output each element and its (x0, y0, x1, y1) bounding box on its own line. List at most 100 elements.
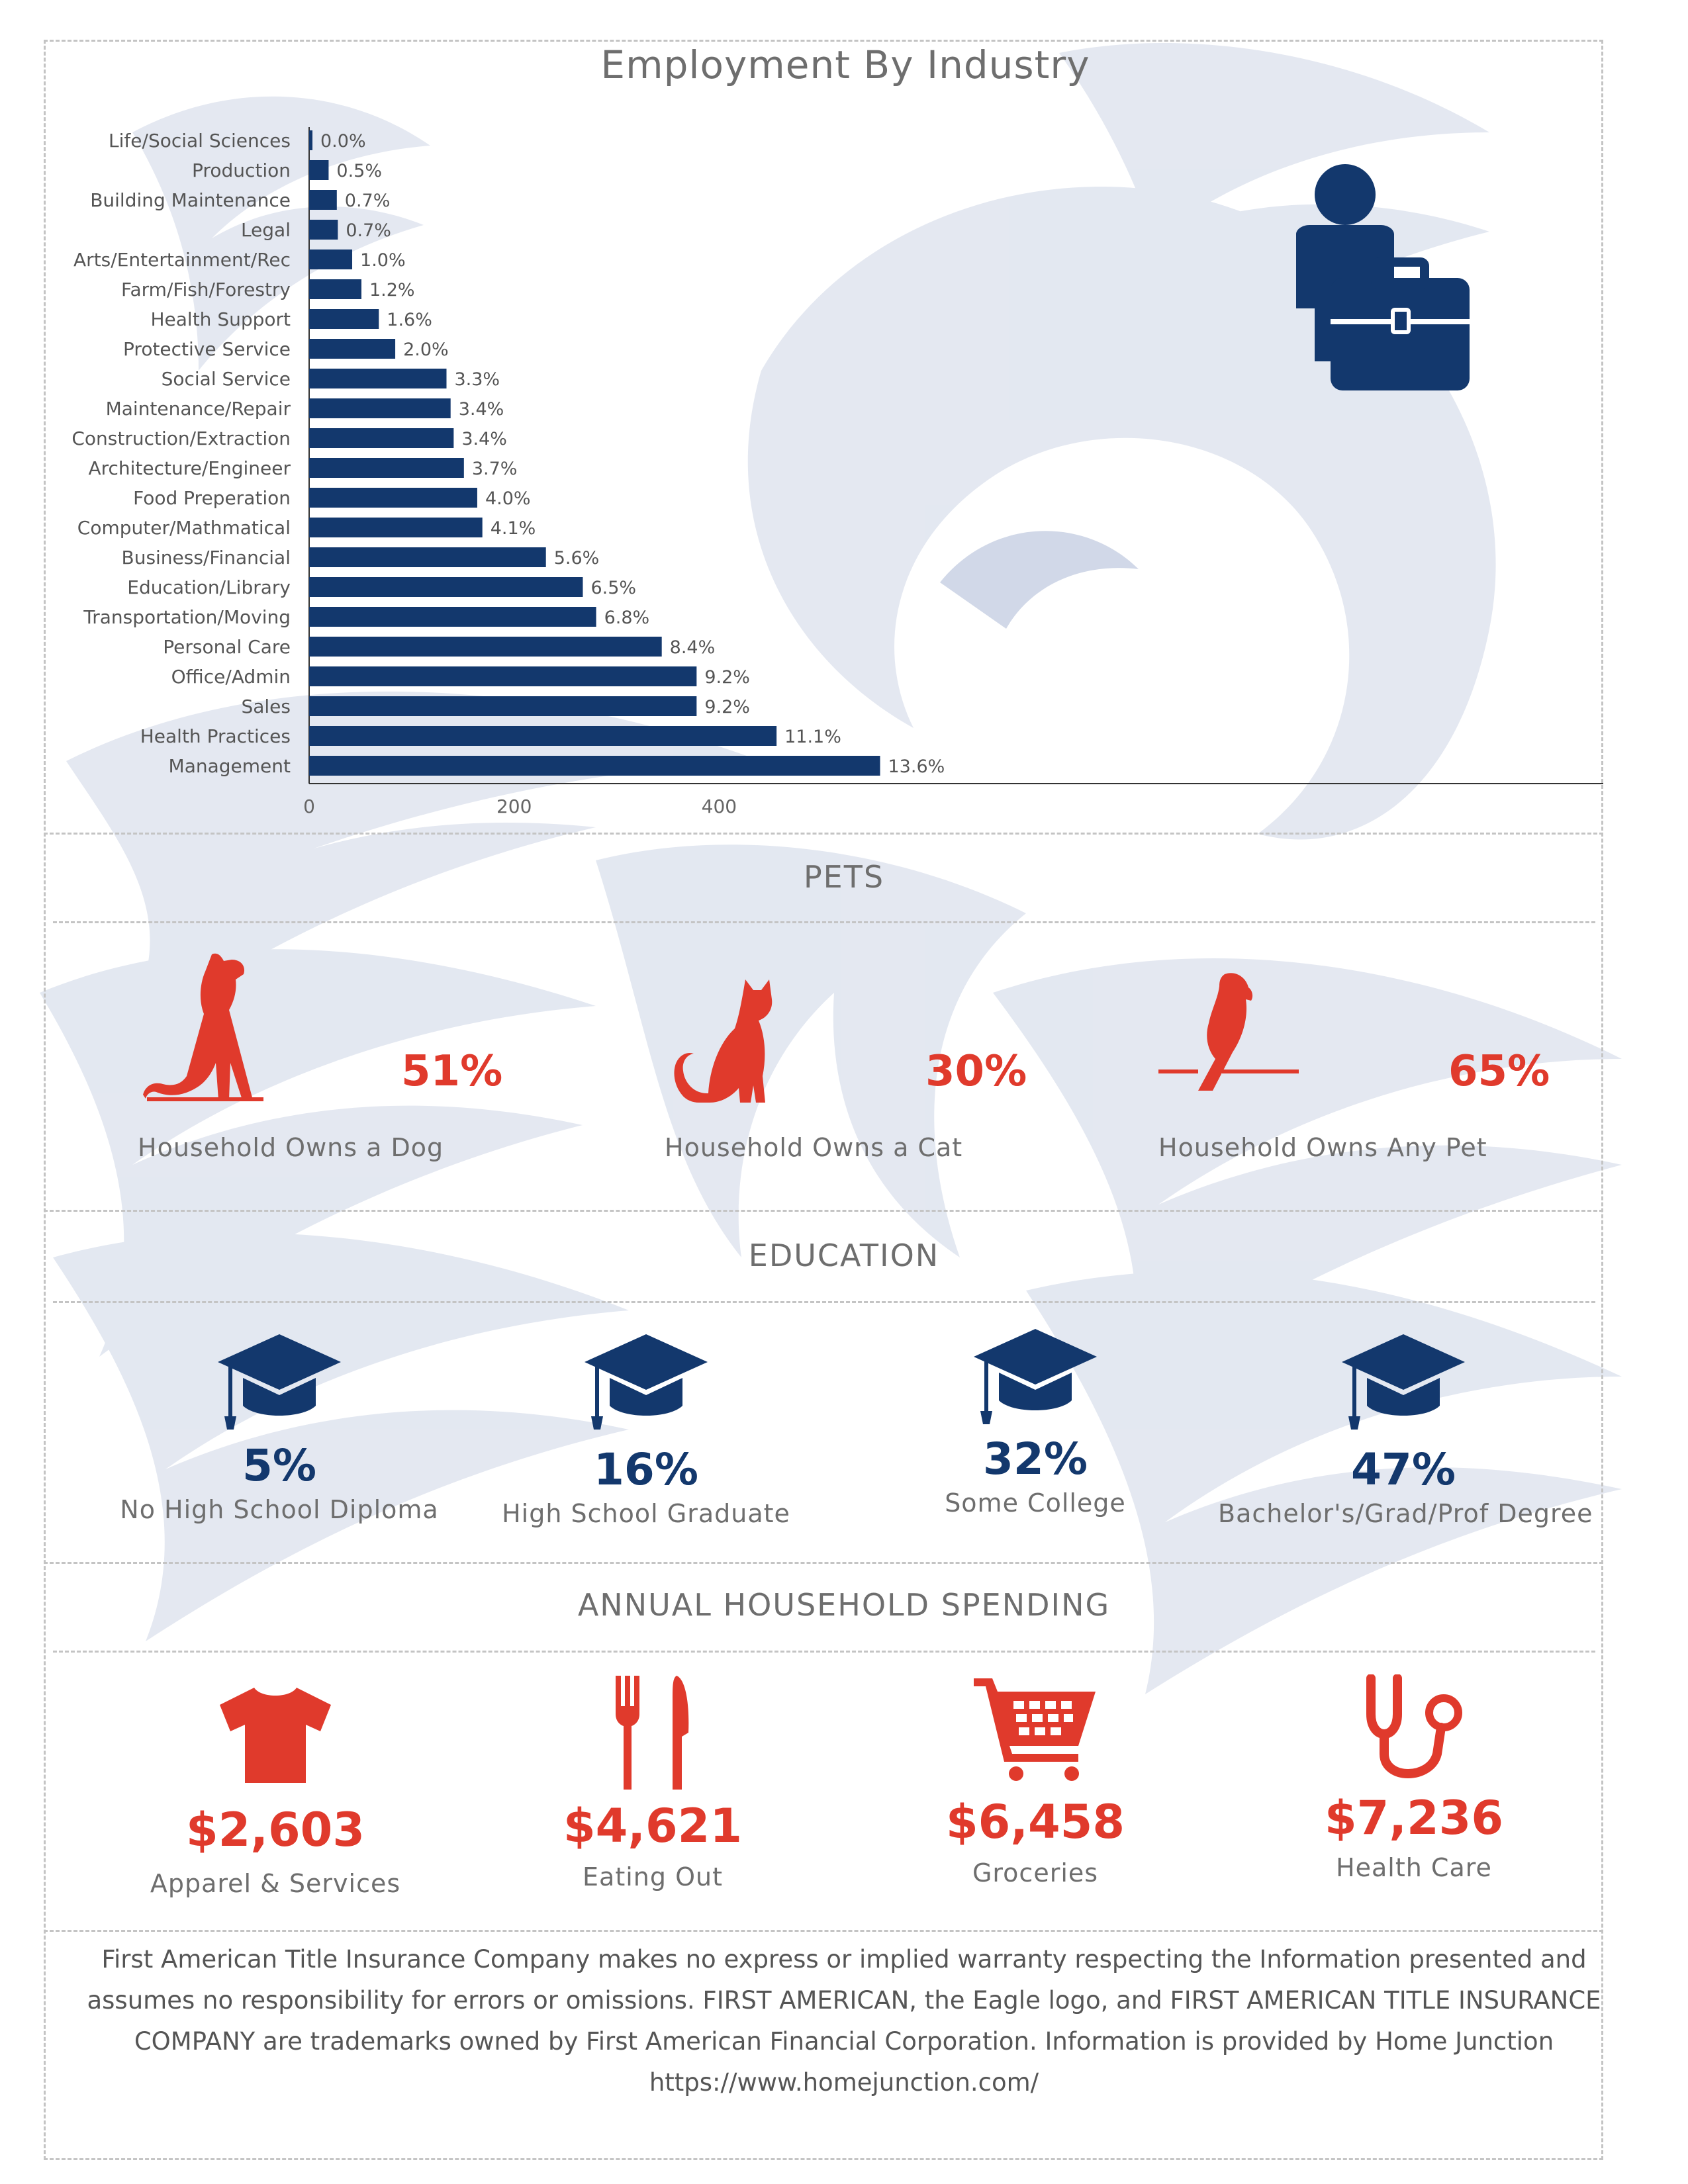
disclaimer-link[interactable]: https://www.homejunction.com/ (649, 2068, 1039, 2097)
data-label: 6.8% (604, 608, 650, 628)
any-pet-percent: 65% (1448, 1047, 1550, 1096)
data-label: 4.0% (485, 488, 531, 509)
bar (309, 428, 454, 448)
person-briefcase-icon (1296, 164, 1470, 390)
stethoscope-icon (1366, 1674, 1462, 1778)
divider (44, 1562, 1603, 1564)
bar (309, 339, 396, 359)
category-label: Business/Financial (121, 547, 291, 569)
category-label: Farm/Fish/Forestry (121, 279, 291, 300)
divider (53, 921, 1595, 923)
bar (309, 220, 338, 240)
spending-item-health-care: $7,236 Health Care (1229, 1674, 1599, 1882)
graduation-cap-icon (974, 1329, 1097, 1424)
bar (309, 398, 451, 418)
bar (309, 369, 447, 388)
some-college-percent: 32% (983, 1433, 1088, 1484)
category-label: Production (192, 159, 291, 181)
bar (309, 488, 477, 508)
page-frame (44, 40, 1603, 2160)
data-label: 1.0% (360, 250, 406, 271)
bar (309, 458, 464, 478)
tshirt-icon (220, 1688, 331, 1783)
bar (309, 726, 777, 746)
divider (44, 1930, 1603, 1932)
data-label: 0.0% (320, 131, 366, 152)
chart-title: Employment By Industry (600, 42, 1090, 87)
disclaimer-text: First American Title Insurance Company m… (87, 1945, 1601, 2056)
category-label: Building Maintenance (90, 189, 291, 211)
dog-icon (143, 953, 263, 1101)
health-care-amount: $7,236 (1324, 1791, 1504, 1845)
category-label: Sales (241, 696, 291, 717)
bar (309, 160, 329, 180)
spending-item-eating-out: $4,621 Eating Out (467, 1673, 838, 1891)
category-label: Personal Care (163, 636, 291, 658)
bar (309, 309, 379, 329)
data-label: 8.4% (670, 637, 716, 658)
divider (44, 833, 1603, 835)
category-label: Construction/Extraction (71, 428, 291, 449)
category-label: Management (169, 755, 291, 777)
category-label: Arts/Entertainment/Rec (73, 249, 291, 271)
bar (309, 130, 312, 150)
divider (44, 1210, 1603, 1212)
data-label: 9.2% (704, 667, 750, 688)
category-label: Legal (241, 219, 291, 241)
data-label: 4.1% (491, 518, 536, 539)
education-item-hs-grad: 16% High School Graduate (461, 1332, 831, 1528)
graduation-cap-icon (585, 1334, 708, 1430)
cat-label: Household Owns a Cat (665, 1133, 963, 1162)
divider (53, 1301, 1595, 1303)
bar (309, 547, 546, 567)
fork-knife-icon (616, 1676, 689, 1790)
x-tick-label: 0 (303, 796, 315, 817)
no-diploma-label: No High School Diploma (120, 1495, 439, 1524)
data-label: 13.6% (888, 756, 945, 777)
category-label: Education/Library (127, 576, 291, 598)
bar (309, 279, 361, 299)
divider (53, 1651, 1595, 1653)
cat-icon (674, 979, 773, 1103)
category-label: Life/Social Sciences (109, 130, 291, 152)
graduation-cap-icon (1342, 1334, 1465, 1430)
apparel-label: Apparel & Services (150, 1869, 401, 1898)
bachelors-label: Bachelor's/Grad/Prof Degree (1218, 1499, 1593, 1528)
bar (309, 696, 697, 716)
education-item-bachelors: 47% Bachelor's/Grad/Prof Degree (1218, 1332, 1593, 1528)
groceries-label: Groceries (972, 1858, 1099, 1888)
bar (309, 607, 596, 627)
cat-percent: 30% (925, 1047, 1027, 1096)
bar (309, 577, 583, 597)
data-label: 0.5% (336, 161, 382, 181)
bird-icon (1158, 973, 1299, 1091)
data-label: 0.7% (345, 191, 391, 211)
spending-section-title: ANNUAL HOUSEHOLD SPENDING (577, 1587, 1111, 1623)
shopping-cart-icon (974, 1678, 1096, 1781)
education-item-no-diploma: 5% No High School Diploma (94, 1332, 465, 1524)
data-label: 9.2% (704, 697, 750, 717)
data-label: 3.7% (472, 459, 518, 479)
category-label: Maintenance/Repair (106, 398, 291, 420)
data-label: 1.2% (369, 280, 415, 300)
bar (309, 756, 880, 776)
education-section-title: EDUCATION (748, 1238, 940, 1273)
dog-percent: 51% (401, 1047, 503, 1096)
education-item-some-college: 32% Some College (850, 1326, 1221, 1518)
data-label: 3.3% (454, 369, 500, 390)
groceries-amount: $6,458 (945, 1795, 1125, 1849)
hs-grad-label: High School Graduate (502, 1499, 790, 1528)
bar (309, 518, 483, 537)
category-label: Office/Admin (171, 666, 291, 688)
data-label: 3.4% (459, 399, 504, 420)
data-label: 0.7% (346, 220, 391, 241)
bar (309, 250, 353, 269)
graduation-cap-icon (218, 1334, 341, 1430)
disclaimer: First American Title Insurance Company m… (60, 1939, 1628, 2103)
no-diploma-percent: 5% (242, 1440, 317, 1491)
employment-bar-chart: Life/Social Sciences 0.0% Production 0.5% Bu… (71, 127, 1603, 817)
category-label: Architecture/Engineer (88, 457, 291, 479)
category-label: Protective Service (123, 338, 291, 360)
category-label: Health Support (150, 308, 291, 330)
